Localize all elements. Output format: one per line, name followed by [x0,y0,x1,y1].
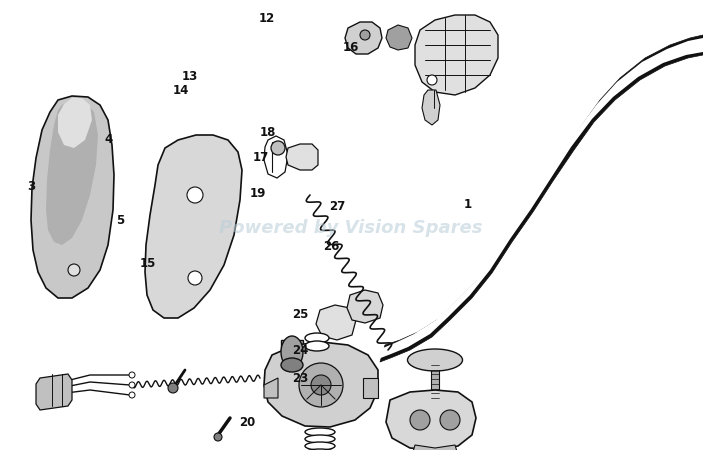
Polygon shape [31,96,114,298]
Ellipse shape [305,435,335,443]
Polygon shape [305,446,335,450]
Text: 24: 24 [292,345,308,357]
Text: 16: 16 [343,41,359,54]
Polygon shape [46,100,98,245]
Ellipse shape [305,341,329,351]
Text: 13: 13 [181,70,198,83]
Circle shape [129,392,135,398]
Text: 18: 18 [260,126,276,139]
Circle shape [129,372,135,378]
Polygon shape [345,22,382,54]
Ellipse shape [281,358,303,372]
Ellipse shape [305,333,329,343]
Polygon shape [347,290,383,323]
Ellipse shape [305,449,335,450]
Text: 12: 12 [259,13,275,25]
Ellipse shape [408,349,463,371]
Polygon shape [305,338,329,347]
Polygon shape [378,38,703,359]
Circle shape [299,363,343,407]
Polygon shape [431,360,439,400]
Polygon shape [281,340,303,365]
Text: 1: 1 [464,198,472,211]
Text: 25: 25 [292,309,308,321]
Circle shape [427,75,437,85]
Polygon shape [412,445,458,450]
Polygon shape [305,432,335,439]
Circle shape [168,383,178,393]
Text: 3: 3 [27,180,35,193]
Circle shape [410,410,430,430]
Polygon shape [305,439,335,446]
Polygon shape [386,390,476,450]
Polygon shape [380,35,703,362]
Circle shape [214,433,222,441]
Text: 5: 5 [116,214,124,227]
Text: 20: 20 [239,417,255,429]
Circle shape [187,187,203,203]
Polygon shape [264,378,278,398]
Polygon shape [264,342,378,427]
Text: 14: 14 [172,84,188,96]
Text: 19: 19 [250,187,266,200]
Text: 17: 17 [253,151,269,164]
Circle shape [440,410,460,430]
Polygon shape [145,135,242,318]
Circle shape [311,375,331,395]
Polygon shape [58,98,92,148]
Text: 15: 15 [139,257,155,270]
Circle shape [360,30,370,40]
Circle shape [68,264,80,276]
Ellipse shape [305,442,335,450]
Polygon shape [316,305,356,340]
Polygon shape [422,90,440,125]
Text: 26: 26 [323,240,340,253]
Polygon shape [363,378,378,398]
Ellipse shape [305,428,335,436]
Polygon shape [36,374,72,410]
Circle shape [188,271,202,285]
Circle shape [271,141,285,155]
Polygon shape [386,25,412,50]
Polygon shape [264,136,288,178]
Text: Powered by Vision Spares: Powered by Vision Spares [219,219,483,237]
Circle shape [129,382,135,388]
Text: 27: 27 [329,201,345,213]
Text: 4: 4 [104,133,112,146]
Polygon shape [286,144,318,170]
Polygon shape [415,15,498,95]
Ellipse shape [281,336,303,368]
Text: 23: 23 [292,372,308,384]
